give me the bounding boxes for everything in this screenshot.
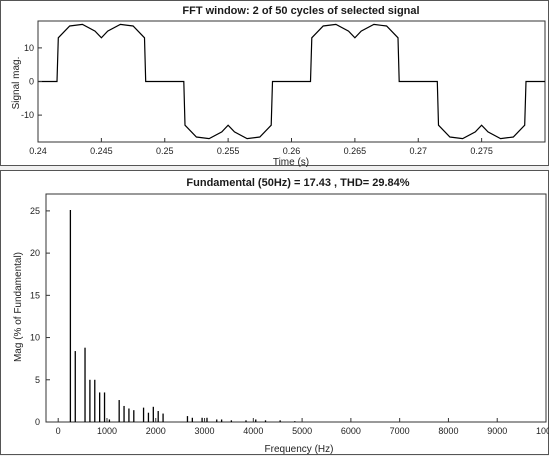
fft-x-tick-label: 2000 — [146, 426, 166, 436]
time-x-tick-label: 0.24 — [29, 146, 47, 156]
fft-x-tick-label: 1000 — [97, 426, 117, 436]
time-x-tick-label: 0.26 — [283, 146, 301, 156]
fft-x-tick-label: 6000 — [341, 426, 361, 436]
fft-y-tick-label: 5 — [35, 375, 40, 385]
fft-y-tick-label: 10 — [30, 333, 40, 343]
fft-x-tick-label: 0 — [56, 426, 61, 436]
fft-x-tick-label: 8000 — [438, 426, 458, 436]
fft-y-tick-label: 0 — [35, 417, 40, 427]
fft-plot-axes — [45, 193, 547, 423]
fft-y-tick-label: 20 — [30, 248, 40, 258]
fft-y-axis-label: Mag (% of Fundamental) — [13, 252, 24, 362]
time-y-tick-label: 0 — [29, 77, 34, 87]
fft-spectrum-chart: Fundamental (50Hz) = 17.43 , THD= 29.84%… — [13, 177, 549, 455]
time-plot-panel: FFT window: 2 of 50 cycles of selected s… — [0, 0, 549, 167]
fft-plot-panel: Fundamental (50Hz) = 17.43 , THD= 29.84%… — [0, 170, 549, 455]
fft-y-tick-label: 15 — [30, 290, 40, 300]
time-x-tick-label: 0.25 — [156, 146, 174, 156]
time-x-tick-label: 0.245 — [90, 146, 113, 156]
time-x-tick-label: 0.275 — [470, 146, 493, 156]
time-x-tick-label: 0.265 — [344, 146, 367, 156]
fft-x-tick-label: 4000 — [243, 426, 263, 436]
time-y-tick-label: -10 — [21, 110, 34, 120]
time-y-axis-label: Signal mag. — [11, 57, 22, 110]
time-chart-title: FFT window: 2 of 50 cycles of selected s… — [182, 5, 419, 17]
time-y-tick-label: 10 — [24, 43, 34, 53]
fft-chart-title: Fundamental (50Hz) = 17.43 , THD= 29.84% — [186, 177, 409, 189]
fft-y-tick-label: 25 — [30, 206, 40, 216]
signal-waveform — [38, 23, 545, 140]
fft-x-tick-label: 3000 — [195, 426, 215, 436]
time-signal-chart: FFT window: 2 of 50 cycles of selected s… — [11, 5, 546, 167]
time-x-tick-label: 0.27 — [409, 146, 427, 156]
fft-x-tick-label: 7000 — [390, 426, 410, 436]
fft-x-tick-label: 1000 — [536, 426, 549, 436]
fft-x-axis-label: Frequency (Hz) — [265, 444, 334, 455]
time-x-tick-label: 0.255 — [217, 146, 240, 156]
fft-x-tick-label: 9000 — [487, 426, 507, 436]
time-x-axis-label: Time (s) — [273, 157, 309, 167]
fft-x-tick-label: 5000 — [292, 426, 312, 436]
